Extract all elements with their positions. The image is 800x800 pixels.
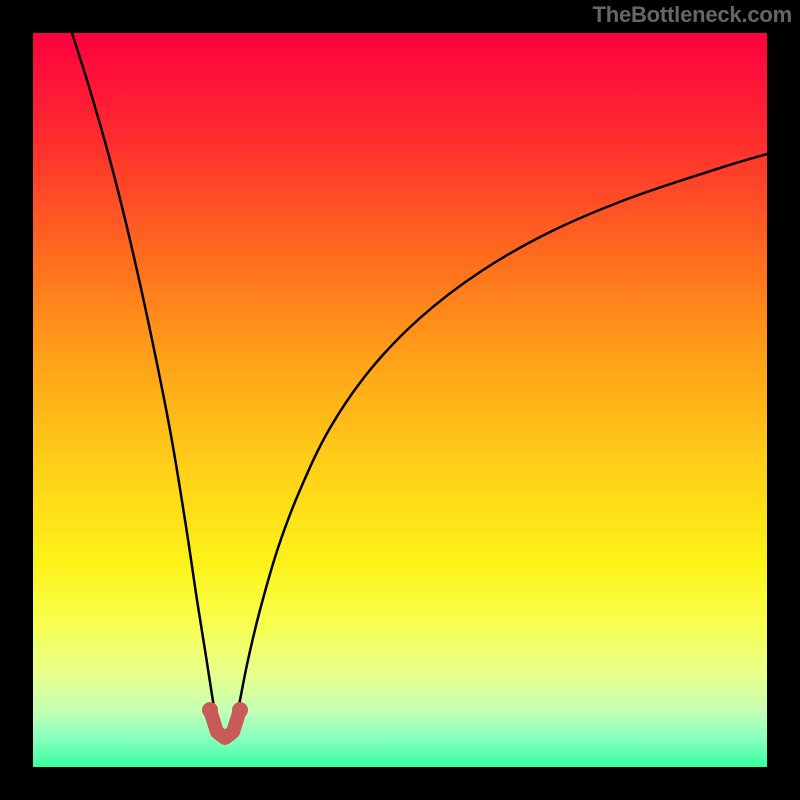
watermark-text: TheBottleneck.com	[592, 2, 792, 28]
plot-background	[33, 33, 767, 767]
optimal-range-start-dot	[202, 702, 218, 718]
bottleneck-chart	[0, 0, 800, 800]
optimal-range-end-dot	[232, 702, 248, 718]
